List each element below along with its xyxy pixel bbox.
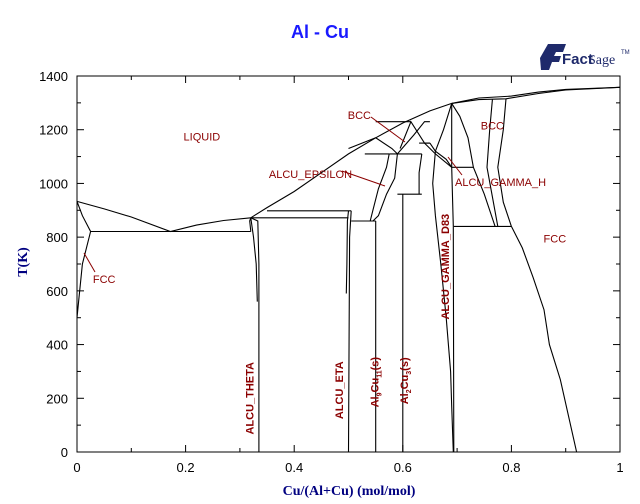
y-axis-title: T(K)	[16, 247, 31, 277]
x-tick-label: 0.2	[177, 460, 195, 475]
phase-boundary-eps_left	[369, 153, 390, 222]
phase-boundary-liquidus_mid	[250, 86, 621, 219]
phase-boundary-fcc_al_solvus	[76, 201, 92, 318]
phase-label: ALCU_THETA	[244, 362, 256, 435]
phase-label: ALCU_GAMMA_H	[455, 177, 546, 189]
phase-boundary-gamma_d83_left	[432, 103, 454, 453]
phase-boundary-theta_right	[250, 217, 260, 452]
logo-fact: Fact	[562, 51, 593, 68]
factsage-logo: Fact Sage TM	[540, 44, 630, 70]
phase-boundary-eta_left	[345, 210, 350, 294]
x-tick-label: 0.4	[285, 460, 303, 475]
y-tick-label: 1400	[39, 69, 68, 84]
phase-boundary-solidus_mid	[451, 86, 621, 104]
x-tick-label: 0.6	[394, 460, 412, 475]
phase-boundary-eps_box_right	[418, 153, 423, 195]
leader-lines	[83, 116, 463, 273]
phase-label: FCC	[93, 274, 116, 286]
phase-labels: LIQUID FCC FCC BCC BCC ALCU_EPSILON ALCU_GAMMA…	[93, 110, 566, 435]
y-tick-label: 200	[46, 391, 68, 406]
phase-label: ALCU_GAMMA_D83	[440, 214, 452, 320]
x-axis-title: Cu/(Al+Cu) (mol/mol)	[283, 484, 416, 499]
phase-boundary-eta_right	[347, 210, 352, 453]
y-tick-label: 400	[46, 338, 68, 353]
x-tick-label: 1	[616, 460, 623, 475]
phase-boundary-liquidus_al_side	[76, 200, 251, 233]
chart-title: Al - Cu	[291, 22, 349, 42]
phase-label: ALCU_EPSILON	[269, 169, 352, 181]
phase-label: Al9Cu11(s)	[369, 357, 383, 408]
phase-label: BCC	[348, 110, 371, 122]
x-tick-label: 0	[73, 460, 80, 475]
phase-boundary-fcc_cu_solvus	[510, 226, 578, 453]
phase-label: LIQUID	[184, 131, 221, 143]
y-tick-label: 1200	[39, 123, 68, 138]
phase-boundary-eps_right	[372, 153, 398, 222]
phase-boundary-gamma_region_lines_2	[424, 142, 453, 168]
logo-sage: Sage	[588, 53, 615, 68]
phase-boundary-theta_left	[249, 217, 258, 302]
axis-ticks	[76, 75, 621, 453]
phase-boundary-bcc_left_boundary	[451, 103, 496, 227]
y-tick-label: 800	[46, 230, 68, 245]
phase-label: FCC	[544, 234, 567, 246]
phase-boundary-gamma_d83_right	[451, 103, 455, 453]
phase-boundary-bcc_line_3	[396, 121, 430, 155]
y-tick-label: 0	[61, 445, 68, 460]
phase-label: BCC	[481, 121, 504, 133]
x-tick-label: 0.8	[502, 460, 520, 475]
phase-boundary-gamma_region_lines	[429, 142, 453, 168]
phase-boundaries	[76, 86, 621, 453]
logo-tm: TM	[621, 50, 630, 56]
y-tick-label: 1000	[39, 176, 68, 191]
phase-boundary-bcc_wedge_1	[348, 137, 398, 155]
phase-boundary-bcc_right_inner	[486, 99, 499, 227]
y-tick-label: 600	[46, 284, 68, 299]
phase-boundary-bcc_right_outer	[497, 98, 512, 227]
axis-tick-labels: 0 0.2 0.4 0.6 0.8 1 0 200 400 600 800 1000 1200 1400	[39, 69, 624, 475]
phase-label: ALCU_ETA	[334, 361, 346, 419]
logo-mark-icon	[540, 44, 566, 70]
phase-label: Al2Cu3(s)	[399, 357, 413, 404]
